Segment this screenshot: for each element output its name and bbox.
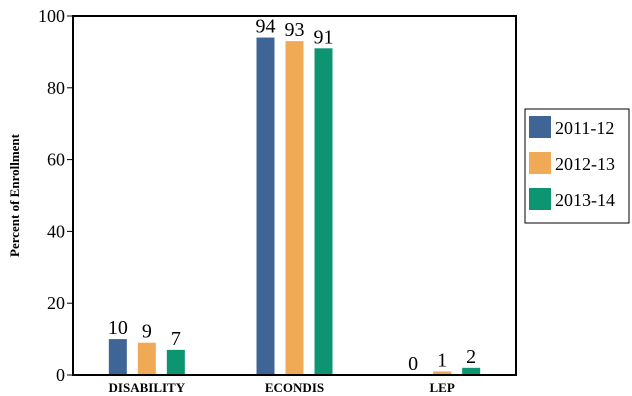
data-label: 2: [466, 346, 476, 368]
data-label: 91: [314, 26, 334, 48]
data-label: 93: [285, 19, 305, 41]
legend: 2011-12 2012-13 2013-14: [524, 108, 630, 224]
y-axis-title: Percent of Enrollment: [7, 133, 22, 257]
y-tick-label: 80: [47, 78, 65, 98]
y-tick-label: 60: [47, 150, 65, 170]
y-tick-label: 100: [38, 6, 65, 26]
bar-econdis-2012-13: [285, 41, 304, 375]
bar-lep-2013-14: [462, 367, 481, 375]
legend-frame: [524, 108, 630, 224]
category-labels-group: DISABILITY ECONDIS LEP: [109, 380, 455, 395]
legend-swatch: [529, 152, 551, 174]
bars-group: [108, 37, 481, 376]
bar-disability-2011-12: [108, 339, 127, 375]
category-label: LEP: [430, 380, 455, 395]
data-label: 10: [108, 317, 128, 339]
legend-label: 2012-13: [555, 154, 615, 174]
bar-disability-2012-13: [137, 342, 156, 375]
y-tick-label: 20: [47, 293, 65, 313]
legend-label: 2013-14: [555, 190, 615, 210]
y-tick-label: 40: [47, 221, 65, 241]
legend-label: 2011-12: [555, 118, 614, 138]
plot-frame: [72, 15, 517, 376]
y-axis-title-group: Percent of Enrollment: [7, 133, 22, 257]
data-label: 1: [437, 349, 447, 371]
data-label: 94: [256, 16, 276, 38]
bar-disability-2013-14: [166, 349, 185, 375]
bar-econdis-2011-12: [256, 37, 275, 375]
data-label: 9: [142, 321, 152, 343]
data-label: 7: [171, 328, 181, 350]
bar-econdis-2013-14: [314, 48, 333, 376]
data-label: 0: [408, 353, 418, 375]
category-label: DISABILITY: [109, 380, 186, 395]
bar-lep-2012-13: [433, 371, 452, 375]
y-tick-label: 0: [56, 365, 65, 385]
category-label: ECONDIS: [265, 380, 324, 395]
data-labels-group: 10 9 7 94 93 91 0 1 2: [108, 16, 476, 375]
legend-swatch: [529, 188, 551, 210]
y-axis-ticks: 0 20 40 60 80 100: [38, 6, 73, 385]
legend-swatch: [529, 116, 551, 138]
